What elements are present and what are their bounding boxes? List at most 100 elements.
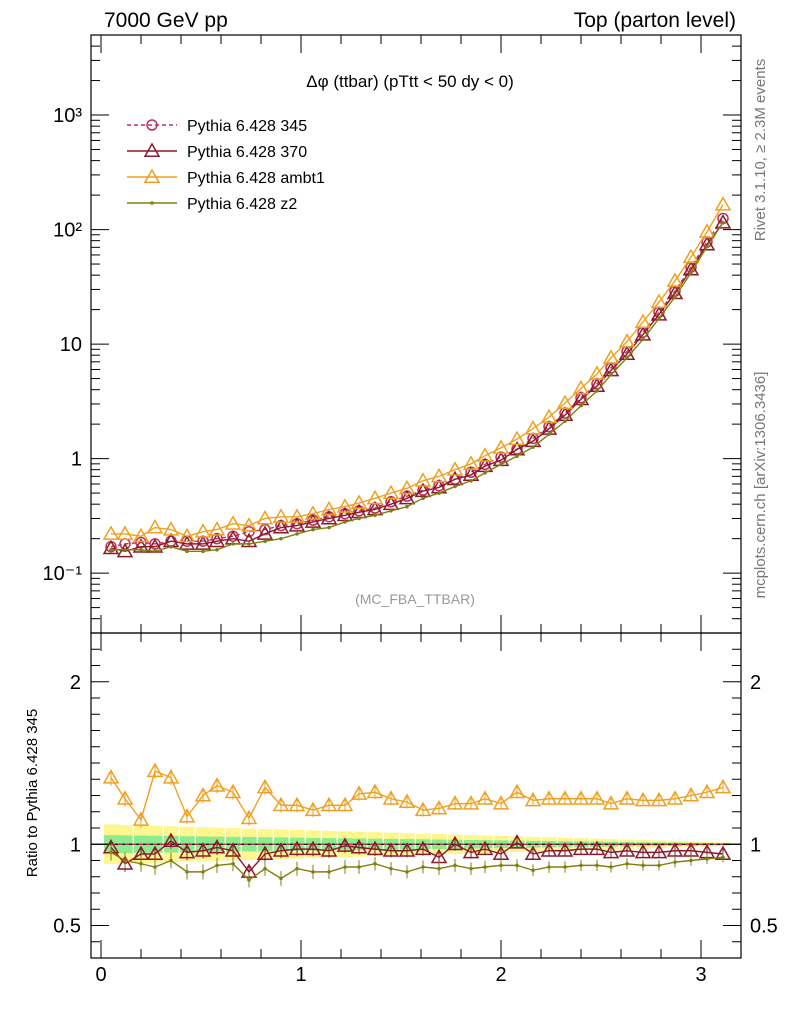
data-point-triangle bbox=[146, 519, 164, 534]
data-point-dot bbox=[673, 860, 677, 864]
data-point-triangle bbox=[132, 527, 150, 543]
ratio-y-tick-label: 2 bbox=[70, 672, 81, 694]
data-point-triangle bbox=[194, 842, 212, 857]
data-point-triangle bbox=[288, 508, 306, 523]
main-series bbox=[102, 196, 732, 558]
data-point-dot bbox=[579, 863, 583, 868]
data-point-triangle bbox=[572, 379, 590, 395]
ratio-y-tick-label-right: 0.5 bbox=[750, 916, 778, 938]
data-point-dot bbox=[483, 471, 487, 475]
data-point-dot bbox=[215, 863, 219, 868]
data-point-dot bbox=[357, 516, 361, 521]
data-point-triangle bbox=[304, 505, 322, 520]
data-point-triangle bbox=[446, 461, 464, 476]
series-line bbox=[110, 218, 724, 548]
data-point-dot bbox=[247, 542, 251, 546]
data-point-triangle bbox=[462, 455, 480, 470]
data-point-dot bbox=[109, 850, 113, 855]
data-point-triangle bbox=[224, 515, 242, 530]
data-point-triangle bbox=[446, 835, 464, 851]
x-tick-label: 1 bbox=[295, 964, 306, 986]
header-process: Top (parton level) bbox=[574, 9, 736, 32]
data-point-triangle bbox=[224, 783, 242, 799]
data-point-triangle bbox=[208, 521, 226, 536]
data-point-triangle bbox=[116, 855, 134, 870]
data-point-dot bbox=[311, 870, 315, 874]
data-point-triangle bbox=[714, 214, 732, 229]
data-point-triangle bbox=[132, 538, 150, 553]
data-point-triangle bbox=[650, 843, 668, 859]
data-point-triangle bbox=[162, 769, 180, 784]
data-point-triangle bbox=[143, 142, 161, 157]
data-point-triangle bbox=[272, 508, 290, 523]
data-point-triangle bbox=[556, 394, 574, 410]
legend: Pythia 6.428 345 Pythia 6.428 370 Pythia 6… bbox=[127, 118, 325, 213]
data-point-triangle bbox=[382, 790, 400, 805]
data-point-dot bbox=[609, 865, 613, 869]
data-point-triangle bbox=[272, 519, 290, 534]
data-point-triangle bbox=[350, 785, 368, 800]
data-point-triangle bbox=[714, 196, 732, 211]
data-point-dot bbox=[123, 858, 127, 863]
data-point-triangle bbox=[208, 532, 226, 548]
data-point-triangle bbox=[272, 796, 290, 812]
data-point-triangle bbox=[618, 842, 636, 857]
data-point-triangle bbox=[366, 783, 384, 799]
legend-label: Pythia 6.428 370 bbox=[187, 144, 307, 161]
data-point-triangle bbox=[336, 837, 354, 852]
data-point-dot bbox=[201, 549, 205, 554]
data-point-triangle bbox=[208, 838, 226, 854]
data-point-triangle bbox=[162, 521, 180, 536]
data-point-dot bbox=[625, 355, 629, 360]
data-point-dot bbox=[215, 547, 219, 552]
data-point-dot bbox=[515, 454, 519, 458]
data-point-triangle bbox=[320, 500, 338, 516]
data-point-triangle bbox=[588, 840, 606, 856]
y-tick-label: 10² bbox=[53, 220, 82, 242]
data-point-triangle bbox=[102, 525, 120, 540]
data-point-dot bbox=[657, 863, 661, 868]
data-point-dot bbox=[327, 525, 331, 530]
data-point-dot bbox=[625, 861, 629, 866]
data-point-dot bbox=[673, 295, 677, 299]
data-point-triangle bbox=[320, 796, 338, 812]
series-line bbox=[110, 222, 724, 553]
data-point-triangle bbox=[430, 467, 448, 483]
data-point-dot bbox=[185, 870, 189, 874]
data-point-dot bbox=[721, 855, 725, 860]
header-energy: 7000 GeV pp bbox=[104, 9, 228, 32]
data-point-dot bbox=[595, 389, 599, 393]
data-point-triangle bbox=[240, 809, 258, 825]
data-point-triangle bbox=[634, 791, 652, 807]
rivet-info: Rivet 3.1.10, ≥ 2.3M events bbox=[752, 59, 769, 242]
data-point-triangle bbox=[414, 482, 432, 498]
data-point-dot bbox=[279, 876, 283, 881]
data-point-triangle bbox=[240, 517, 258, 532]
data-point-dot bbox=[405, 504, 409, 509]
data-point-triangle bbox=[666, 790, 684, 805]
data-point-triangle bbox=[162, 832, 180, 847]
data-point-triangle bbox=[588, 790, 606, 805]
data-point-triangle bbox=[398, 793, 416, 808]
data-point-dot bbox=[311, 527, 315, 532]
legend-label: Pythia 6.428 345 bbox=[187, 118, 307, 135]
data-point-dot bbox=[437, 491, 441, 495]
data-point-dot bbox=[499, 462, 503, 467]
analysis-watermark: (MC_FBA_TTBAR) bbox=[355, 591, 475, 607]
data-point-dot bbox=[547, 865, 551, 869]
data-point-triangle bbox=[556, 842, 574, 857]
data-point-dot bbox=[389, 509, 393, 513]
data-point-triangle bbox=[102, 539, 120, 555]
ratio-ylabel: Ratio to Pythia 6.428 345 bbox=[24, 709, 41, 877]
data-point-dot bbox=[437, 866, 441, 871]
legend-label: Pythia 6.428 ambt1 bbox=[187, 170, 325, 187]
data-point-dot bbox=[357, 865, 361, 869]
data-point-dot bbox=[641, 337, 645, 342]
data-point-triangle bbox=[634, 313, 652, 328]
data-point-triangle bbox=[143, 168, 161, 183]
data-point-triangle bbox=[350, 494, 368, 509]
data-point-triangle bbox=[682, 260, 700, 276]
data-point-dot bbox=[295, 866, 299, 871]
data-point-dot bbox=[499, 863, 503, 868]
x-tick-label: 0 bbox=[95, 964, 106, 986]
